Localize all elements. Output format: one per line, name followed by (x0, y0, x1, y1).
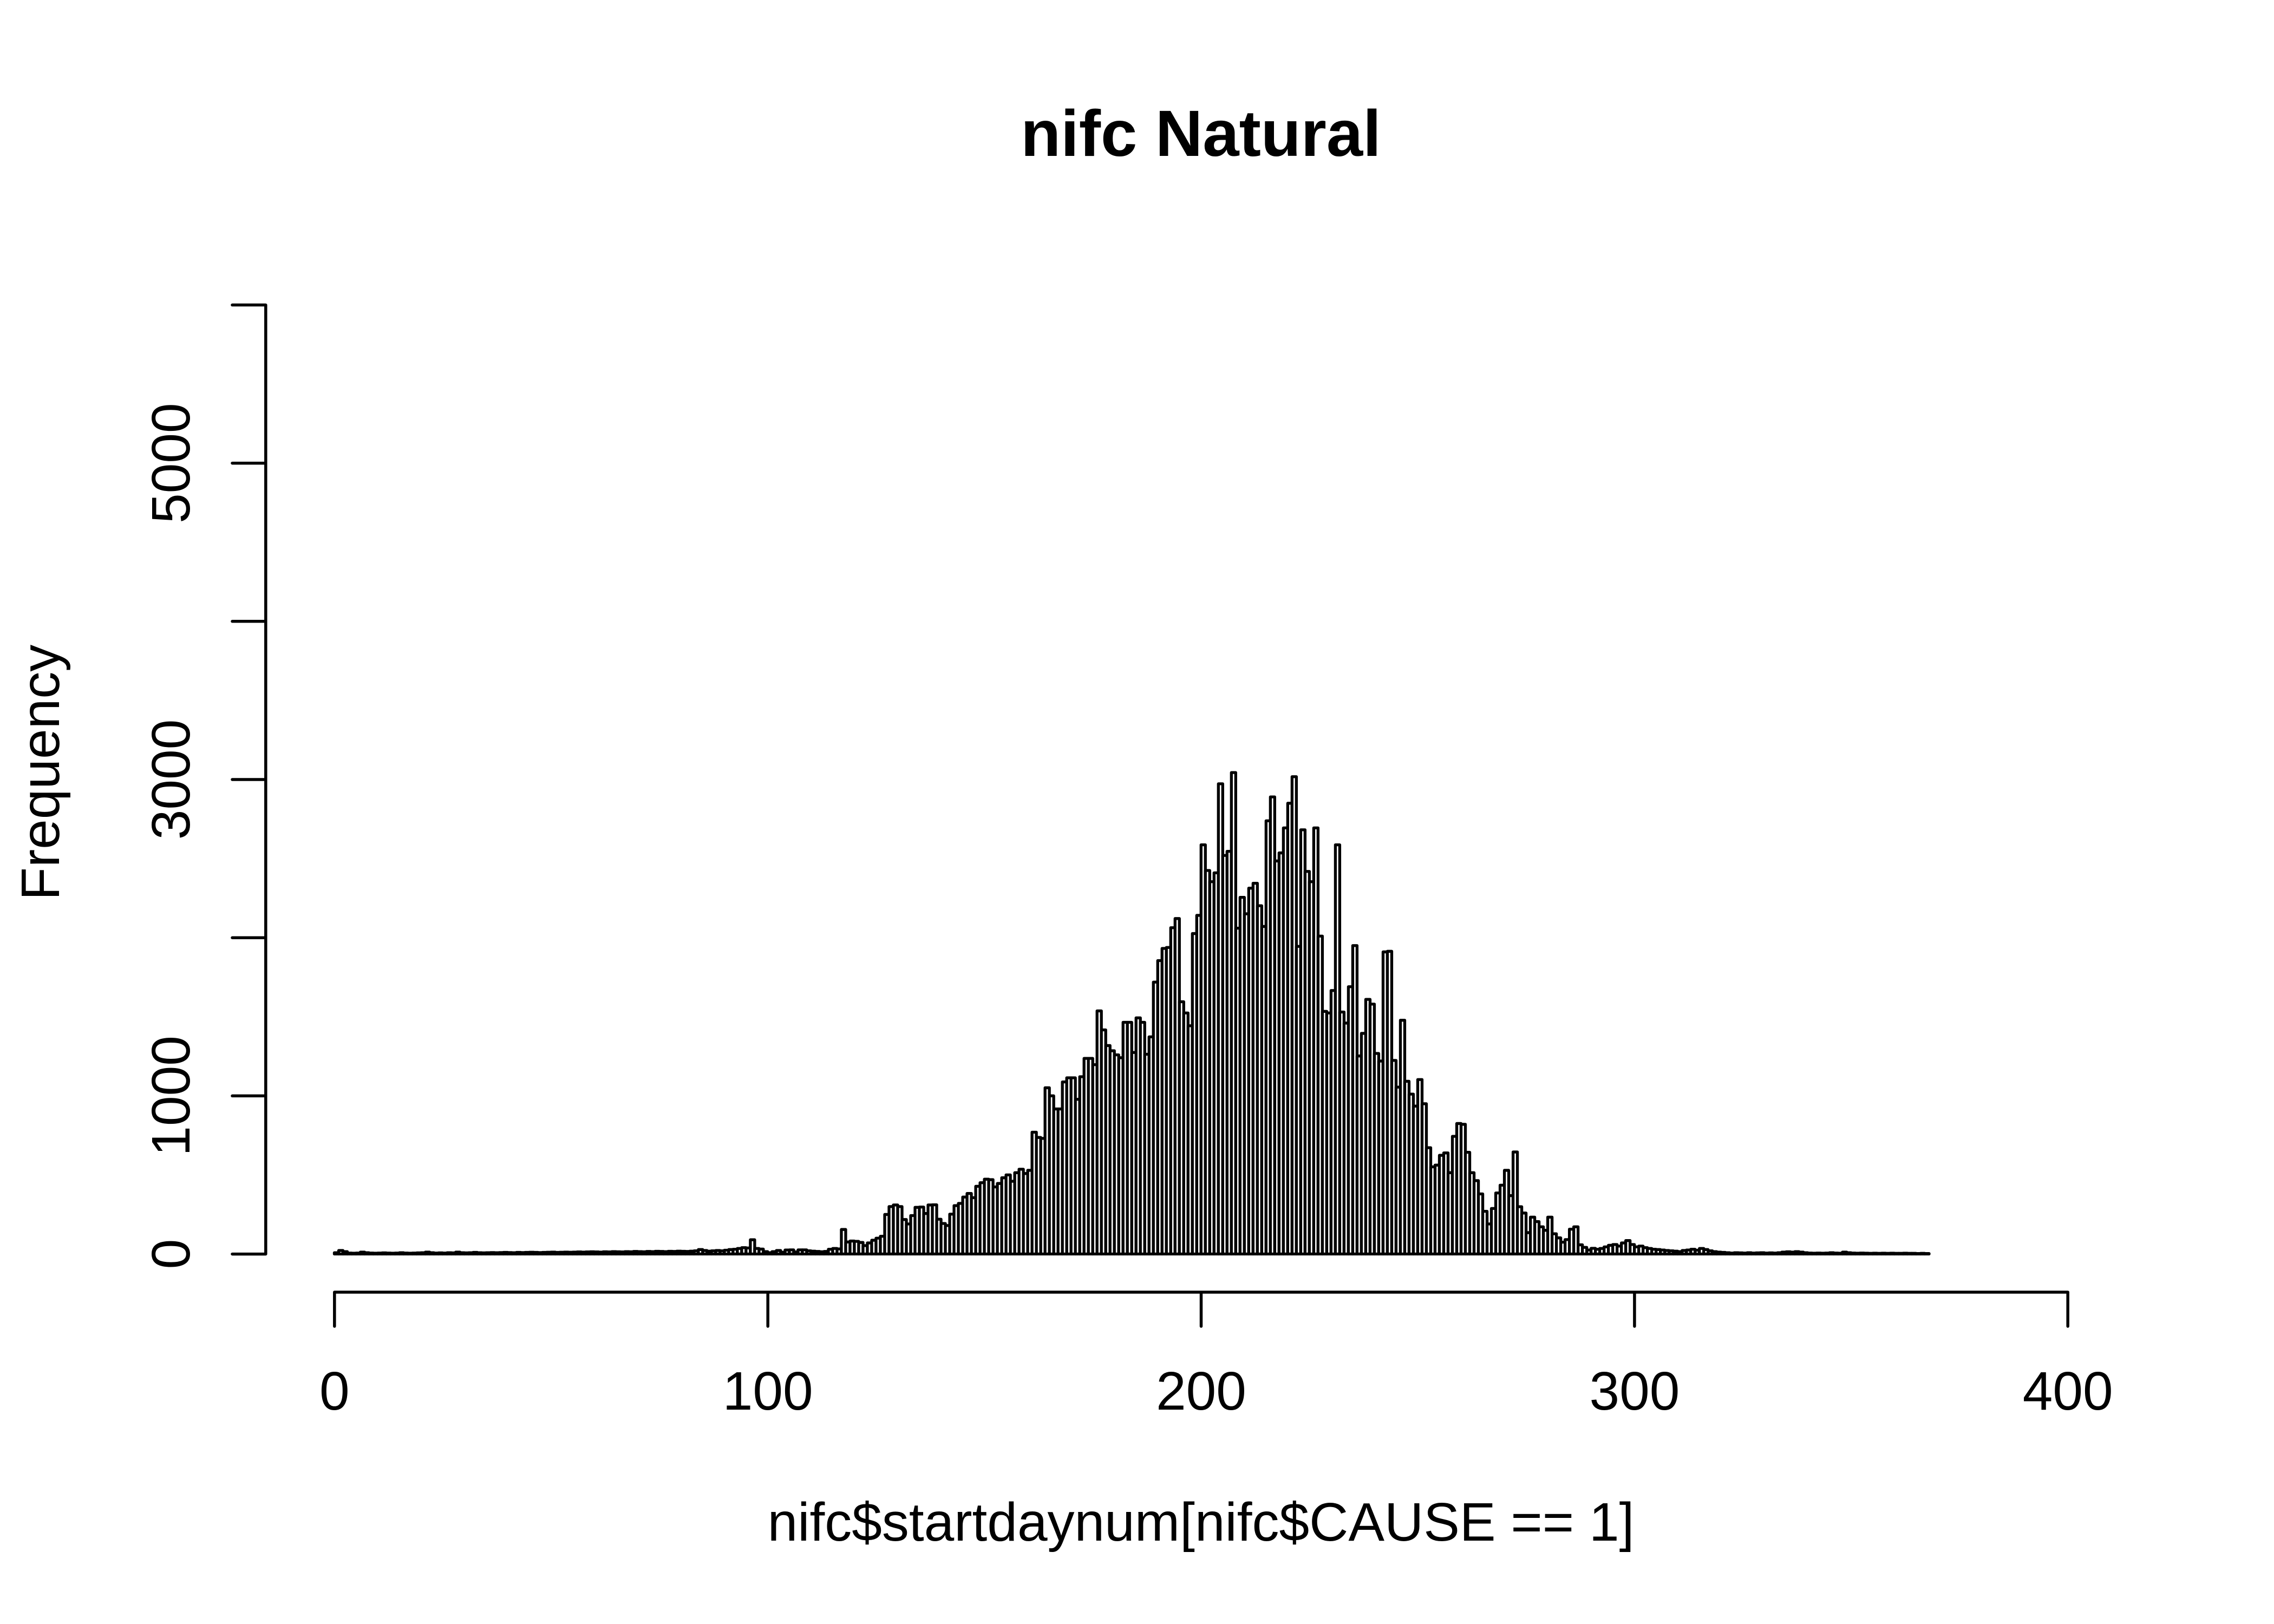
svg-text:300: 300 (1589, 1361, 1680, 1422)
svg-text:3000: 3000 (141, 719, 201, 840)
svg-text:200: 200 (1156, 1361, 1246, 1422)
svg-text:5000: 5000 (141, 403, 201, 523)
svg-text:0: 0 (141, 1239, 201, 1269)
svg-text:nifc Natural: nifc Natural (1021, 96, 1381, 170)
svg-text:100: 100 (723, 1361, 813, 1422)
svg-text:1000: 1000 (141, 1036, 201, 1156)
svg-text:0: 0 (319, 1361, 350, 1422)
svg-text:Frequency: Frequency (10, 645, 71, 900)
svg-text:nifc$startdaynum[nifc$CAUSE ==: nifc$startdaynum[nifc$CAUSE == 1] (768, 1492, 1635, 1553)
svg-text:400: 400 (2023, 1361, 2113, 1422)
